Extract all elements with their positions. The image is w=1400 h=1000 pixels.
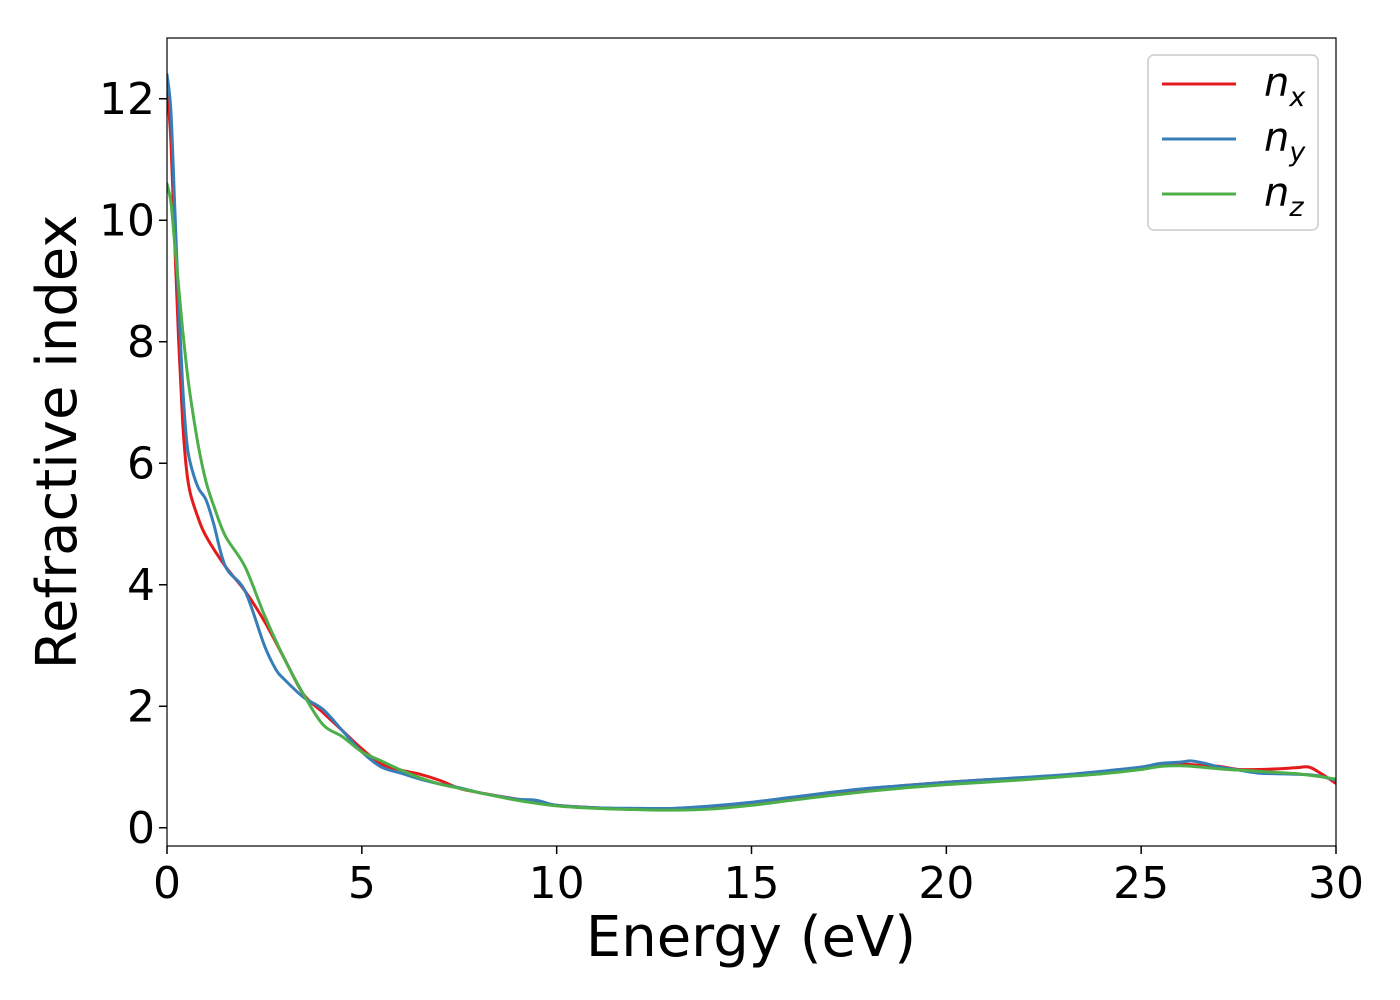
y-tick-label: 8 bbox=[127, 317, 155, 368]
series-line-nz bbox=[167, 182, 1336, 812]
x-tick-label: 0 bbox=[153, 858, 181, 909]
x-tick-label: 25 bbox=[1113, 858, 1169, 909]
x-tick-label: 30 bbox=[1308, 858, 1364, 909]
x-tick-label: 5 bbox=[348, 858, 376, 909]
y-tick-label: 2 bbox=[127, 681, 155, 732]
legend-box bbox=[1147, 54, 1319, 231]
y-tick-label: 4 bbox=[127, 560, 155, 611]
plot-area bbox=[167, 38, 1336, 846]
legend-label-ny: ny bbox=[1264, 115, 1306, 168]
legend-label-nz: nz bbox=[1264, 170, 1304, 223]
x-tick-label: 10 bbox=[529, 858, 585, 909]
series-line-ny bbox=[167, 72, 1336, 811]
y-tick-label: 10 bbox=[99, 195, 155, 246]
y-tick-label: 12 bbox=[99, 74, 155, 125]
y-axis-title: Refractive index bbox=[25, 215, 90, 670]
x-axis-title: Energy (eV) bbox=[586, 905, 916, 970]
series-layer bbox=[167, 72, 1336, 812]
y-tick-label: 0 bbox=[127, 803, 155, 854]
y-axis: 0 2 4 6 8 10 12 bbox=[99, 74, 167, 854]
x-tick-label: 15 bbox=[724, 858, 780, 909]
legend-label-nx: nx bbox=[1264, 60, 1306, 113]
x-tick-label: 20 bbox=[918, 858, 974, 909]
x-axis: 0 5 10 15 20 25 30 bbox=[153, 846, 1364, 909]
y-tick-label: 6 bbox=[127, 438, 155, 489]
